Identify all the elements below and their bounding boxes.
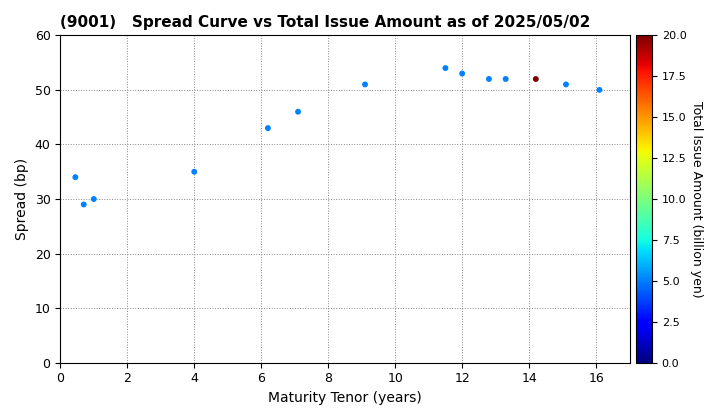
Point xyxy=(359,81,371,88)
Point xyxy=(292,108,304,115)
Point xyxy=(530,76,541,82)
Text: (9001)   Spread Curve vs Total Issue Amount as of 2025/05/02: (9001) Spread Curve vs Total Issue Amoun… xyxy=(60,15,590,30)
X-axis label: Maturity Tenor (years): Maturity Tenor (years) xyxy=(268,391,422,405)
Point xyxy=(70,174,81,181)
Point xyxy=(262,125,274,131)
Point xyxy=(560,81,572,88)
Point xyxy=(456,70,468,77)
Point xyxy=(88,196,99,202)
Point xyxy=(189,168,200,175)
Point xyxy=(78,201,89,208)
Point xyxy=(594,87,606,93)
Point xyxy=(483,76,495,82)
Y-axis label: Total Issue Amount (billion yen): Total Issue Amount (billion yen) xyxy=(690,101,703,297)
Point xyxy=(440,65,451,71)
Y-axis label: Spread (bp): Spread (bp) xyxy=(15,158,29,240)
Point xyxy=(500,76,511,82)
